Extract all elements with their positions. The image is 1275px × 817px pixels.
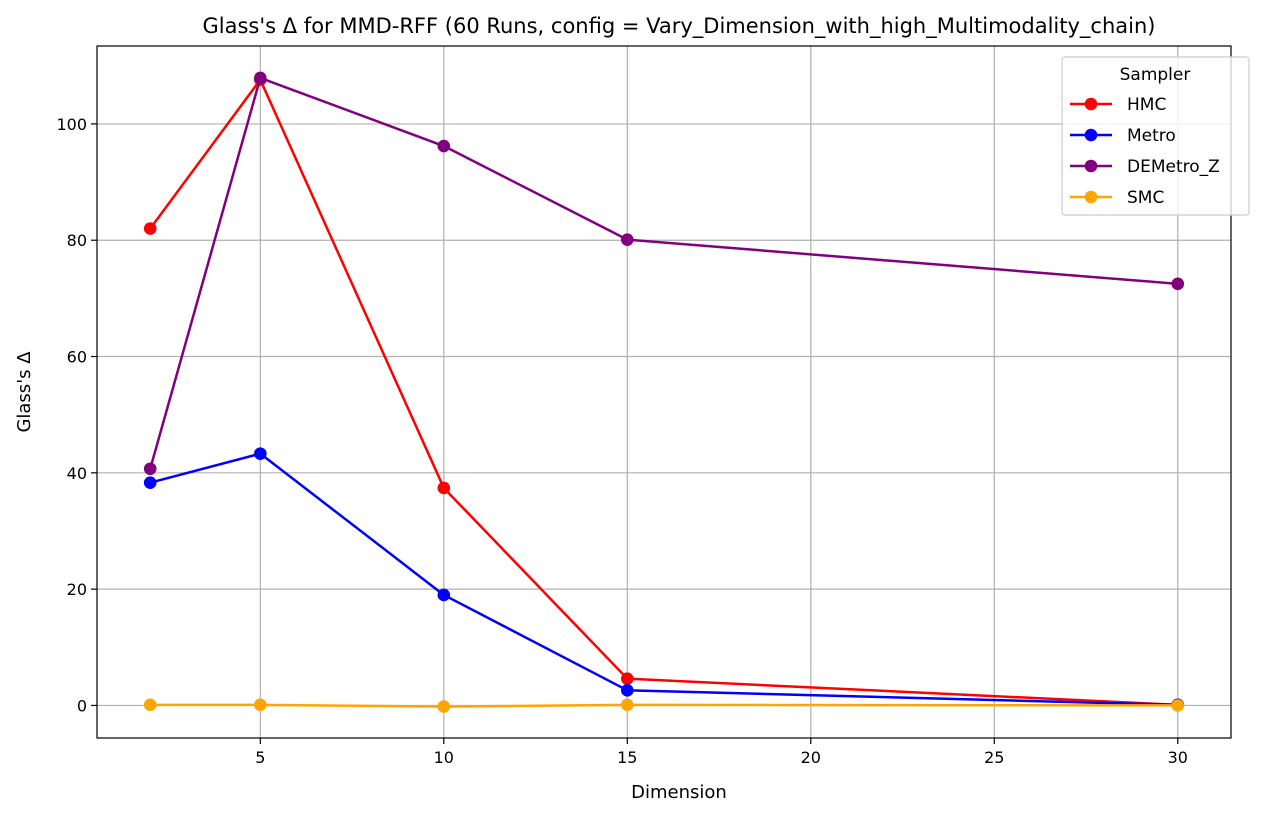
y-tick-label: 80 [67,231,87,250]
data-point-smc [1171,699,1185,712]
y-tick-label: 20 [67,580,87,599]
x-tick-label: 20 [801,748,821,767]
y-axis-label: Glass's Δ [14,351,35,433]
legend-entry-metro: Metro [1070,126,1176,146]
data-point-metro [437,588,451,602]
legend-entry-hmc: HMC [1070,95,1166,115]
y-tick-label: 40 [67,464,87,483]
legend-box [1061,56,1250,216]
data-point-hmc [143,222,157,235]
legend-entry-smc: SMC [1070,188,1164,208]
data-point-demetro-z [621,233,634,246]
data-point-demetro-z [254,71,267,85]
legend-entry-demetro-z: DEMetro_Z [1070,157,1220,177]
x-tick-label: 30 [1168,748,1188,767]
data-point-smc [143,698,157,712]
data-point-smc [437,700,451,713]
data-point-metro [254,447,267,460]
legend-label-metro: Metro [1127,126,1176,146]
x-axis-label: Dimension [631,782,727,803]
x-tick-label: 25 [984,748,1004,767]
data-point-smc [254,698,267,712]
x-tick-label: 10 [434,748,454,767]
plot-frame [96,45,1232,739]
data-point-demetro-z [143,462,157,476]
legend-marker-demetro-z [1084,159,1098,173]
legend-label-demetro-z: DEMetro_Z [1127,157,1220,177]
y-tick-label: 60 [67,348,87,367]
axis-ticks: 5 10 15 20 25 30 0 20 40 60 80 100 [56,115,1188,767]
legend-label-smc: SMC [1127,188,1164,208]
x-tick-label: 15 [617,748,637,767]
series-line-hmc [149,78,1178,707]
legend-marker-hmc [1084,97,1098,111]
data-point-demetro-z [1171,277,1185,291]
data-point-metro [143,476,157,490]
x-tick-label: 5 [255,748,265,767]
data-point-hmc [621,672,634,685]
series-line-demetro-z [149,76,1178,470]
y-tick-label: 100 [56,115,87,134]
legend: Sampler HMC Metro DEMetro_Z SMC [1061,56,1250,216]
series-line-metro [149,452,1178,707]
legend-title: Sampler [1120,65,1191,85]
data-point-hmc [437,481,451,495]
plot-series [143,71,1185,713]
legend-marker-metro [1084,128,1098,142]
data-point-demetro-z [437,139,451,153]
chart-title: Glass's Δ for MMD-RFF (60 Runs, config =… [203,14,1156,39]
data-point-metro [621,684,634,697]
grid [97,46,1231,738]
legend-label-hmc: HMC [1127,95,1166,115]
legend-entries: HMC Metro DEMetro_Z SMC [1070,95,1220,208]
data-point-smc [621,698,634,712]
legend-marker-smc [1084,190,1098,204]
series-line-smc [150,703,1178,708]
y-tick-label: 0 [77,696,87,715]
